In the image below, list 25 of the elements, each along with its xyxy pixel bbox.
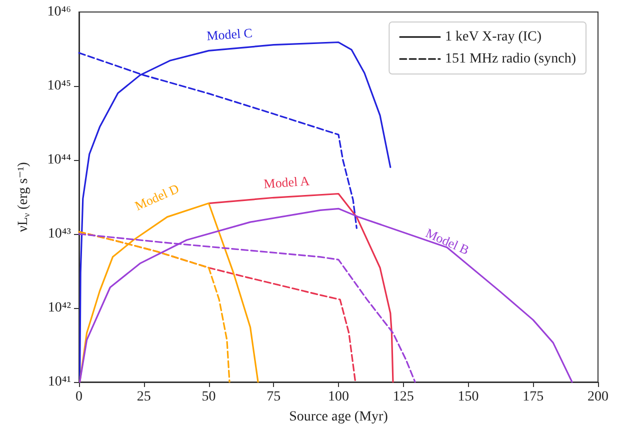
y-tick-label: 10⁴¹	[48, 374, 71, 390]
y-tick-label: 10⁴²	[48, 300, 71, 316]
x-tick-label: 175	[522, 390, 544, 404]
x-tick-label: 125	[392, 390, 414, 404]
y-tick-label: 10⁴³	[48, 226, 71, 242]
y-tick-label: 10⁴⁵	[47, 78, 72, 94]
y-tick-label: 10⁴⁶	[47, 4, 72, 20]
y-axis-title: νLν (erg s⁻¹)	[16, 162, 32, 232]
line-series	[208, 192, 394, 383]
x-tick-label: 200	[588, 390, 608, 404]
x-tick-label: 100	[328, 390, 349, 404]
x-tick-label: 75	[266, 390, 281, 404]
text: 1 keV X-ray (IC)	[444, 30, 542, 44]
x-tick-label: 0	[76, 390, 82, 404]
x-tick-label: 50	[202, 390, 216, 404]
x-tick-label: 25	[136, 390, 151, 404]
x-tick-label: 150	[458, 390, 479, 404]
annotation: Model B	[423, 225, 472, 258]
annotation: Model A	[263, 173, 311, 192]
annotation: Model D	[132, 180, 182, 214]
annotation: Model C	[206, 25, 253, 44]
text: 151 MHz radio (synch)	[444, 52, 576, 66]
y-tick-label: 10⁴⁴	[47, 152, 72, 168]
x-axis-title: Source age (Myr)	[289, 410, 388, 424]
line-series	[78, 41, 392, 383]
